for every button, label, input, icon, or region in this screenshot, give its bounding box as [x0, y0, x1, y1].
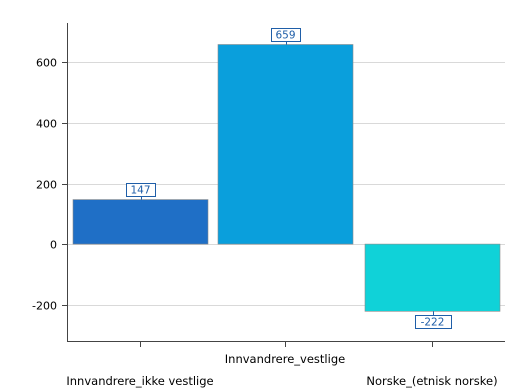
- labels: -200 0 200 400 600 147 Innvandrere_ikke vestli…: [32, 28, 498, 388]
- data-label: 659: [275, 30, 295, 42]
- bar: [217, 44, 354, 245]
- data-label-box: [271, 28, 301, 42]
- y-tick-label: -200: [32, 300, 57, 313]
- y-tick-label: 600: [36, 57, 57, 70]
- y-tick-label: 200: [36, 179, 57, 192]
- axes: [62, 23, 505, 347]
- y-tick-label: 0: [50, 239, 57, 252]
- data-label: 147: [130, 185, 150, 197]
- bars: [72, 44, 501, 312]
- category-label: Norske_(etnisk norske): [366, 374, 497, 388]
- y-tick-label: 400: [36, 118, 57, 131]
- category-label: Innvandrere_ikke vestlige: [66, 374, 213, 388]
- data-label-box: [126, 183, 156, 197]
- bar: [364, 243, 501, 312]
- bar: [72, 199, 209, 245]
- category-label: Innvandrere_vestlige: [225, 352, 345, 366]
- data-label-box: [415, 315, 452, 329]
- data-label: -222: [421, 317, 445, 329]
